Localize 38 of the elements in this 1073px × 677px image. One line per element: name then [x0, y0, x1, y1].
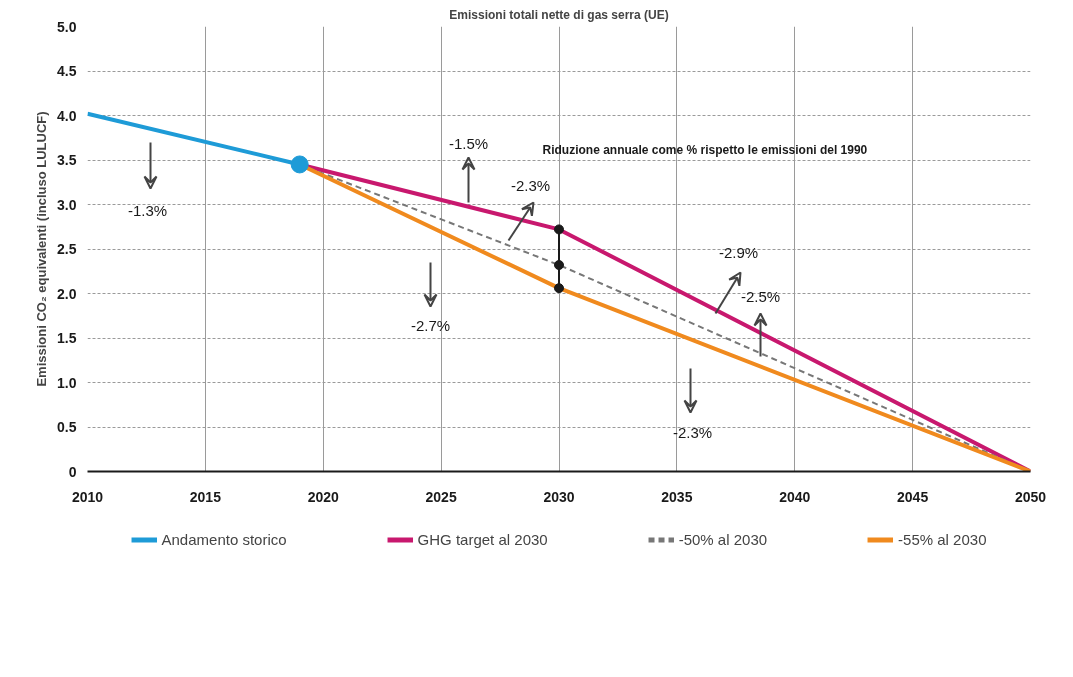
- annotation: -2.5%: [740, 288, 781, 305]
- x-tick-label: 2035: [661, 488, 693, 505]
- annotation: -2.3%: [510, 177, 551, 194]
- x-tick-label: 2040: [779, 488, 811, 505]
- x-tick-label: 2015: [189, 488, 222, 505]
- point: [554, 283, 564, 294]
- x-tick-label: 2010: [71, 488, 104, 505]
- y-tick-label: 0: [68, 463, 77, 480]
- point: [554, 260, 564, 271]
- x-tick-label: 2050: [1014, 488, 1047, 505]
- annotation: -1.3%: [127, 202, 168, 219]
- annotation: -2.7%: [410, 317, 451, 334]
- y-tick-label: 1.5: [57, 330, 77, 346]
- legend-label: Andamento storico: [161, 530, 287, 548]
- y-tick-label: 4.0: [57, 107, 77, 124]
- y-tick-label: 3.0: [57, 196, 77, 213]
- x-tick-label: 2030: [543, 488, 575, 505]
- legend-label: GHG target al 2030: [417, 530, 548, 548]
- y-tick-label: 3.5: [57, 152, 77, 168]
- y-tick-label: 1.0: [57, 374, 77, 391]
- y-tick-label: 2.5: [57, 241, 77, 257]
- y-tick-label: 0.5: [57, 419, 77, 435]
- annotation: -2.9%: [718, 244, 759, 261]
- legend-label: -55% al 2030: [898, 530, 987, 548]
- x-tick-label: 2025: [425, 488, 457, 505]
- x-tick-label: 2020: [307, 488, 340, 505]
- annotation: -2.3%: [672, 424, 713, 441]
- legend-label: -50% al 2030: [678, 530, 768, 548]
- chart-title: Emissioni totali nette di gas serra (UE): [449, 7, 669, 22]
- y-tick-label: 5.0: [57, 18, 77, 35]
- y-tick-label: 4.5: [57, 63, 77, 79]
- point: [554, 224, 564, 235]
- annotation: -1.5%: [448, 135, 489, 152]
- x-tick-label: 2045: [897, 488, 929, 505]
- y-axis-title: Emissioni CO₂ equivalenti (incluso LULUCF): [34, 111, 50, 387]
- annotation: Riduzione annuale come % rispetto le emissioni del 1990: [542, 142, 868, 157]
- y-tick-label: 2.0: [57, 285, 77, 302]
- point: [290, 155, 309, 174]
